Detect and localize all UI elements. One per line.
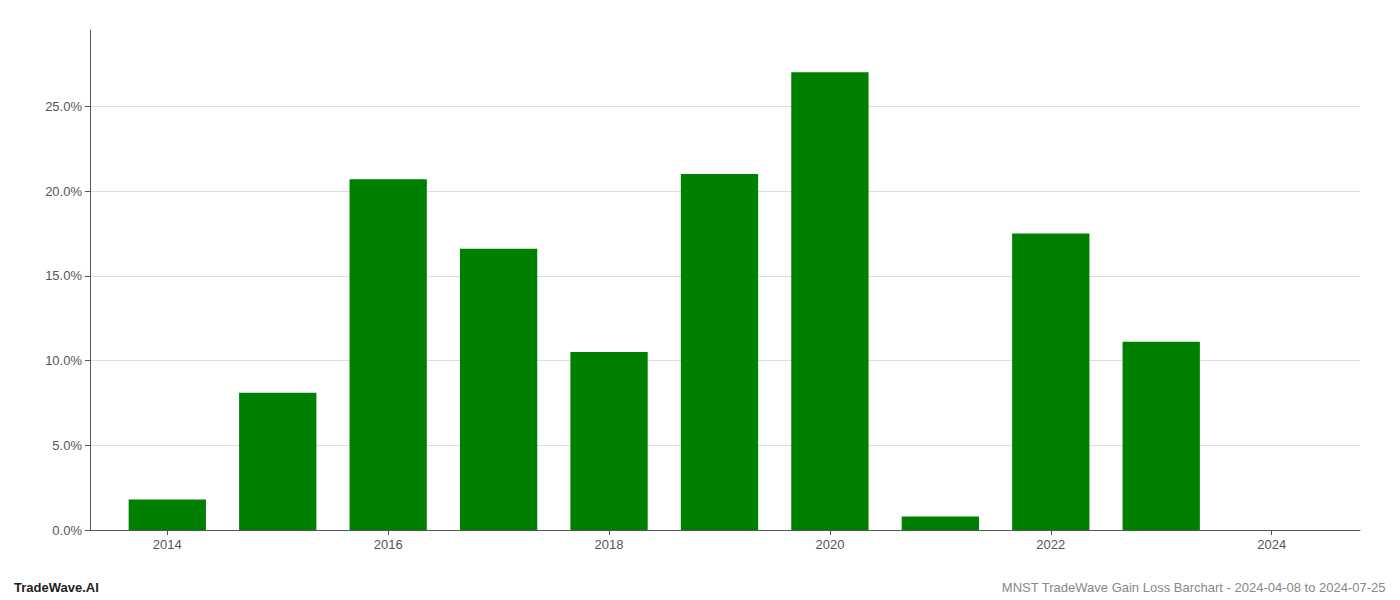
svg-text:2014: 2014	[153, 537, 182, 552]
svg-text:MNST TradeWave Gain Loss Barch: MNST TradeWave Gain Loss Barchart - 2024…	[1002, 580, 1386, 595]
svg-text:2018: 2018	[595, 537, 624, 552]
svg-text:2020: 2020	[815, 537, 844, 552]
svg-text:TradeWave.AI: TradeWave.AI	[14, 580, 99, 595]
svg-text:2024: 2024	[1257, 537, 1286, 552]
svg-text:25.0%: 25.0%	[45, 99, 82, 114]
svg-text:20.0%: 20.0%	[45, 184, 82, 199]
svg-text:10.0%: 10.0%	[45, 353, 82, 368]
svg-text:15.0%: 15.0%	[45, 268, 82, 283]
svg-text:5.0%: 5.0%	[52, 438, 82, 453]
svg-text:2016: 2016	[374, 537, 403, 552]
svg-text:0.0%: 0.0%	[52, 523, 82, 538]
svg-text:2022: 2022	[1036, 537, 1065, 552]
